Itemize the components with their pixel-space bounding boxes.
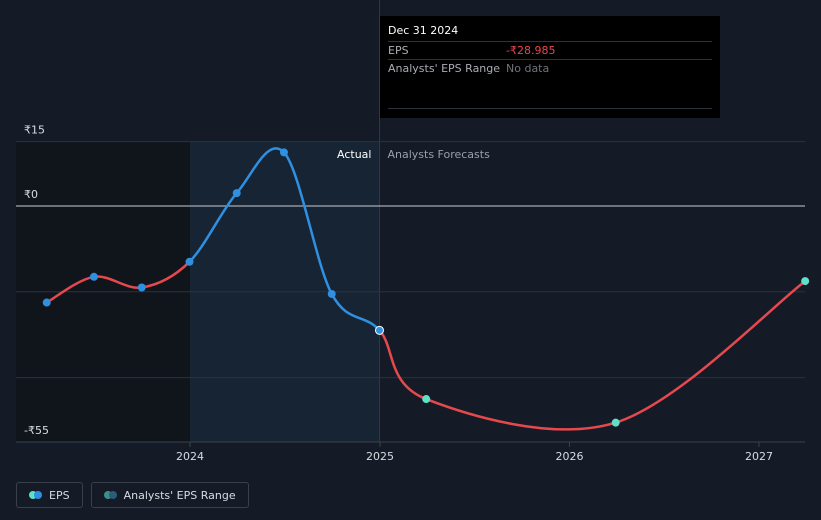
eps-point-2 [137,283,146,292]
eps-point-9 [611,418,620,427]
y-tick-label-1: ₹0 [24,188,38,201]
legend-item-range[interactable]: Analysts' EPS Range [90,482,249,508]
x-tick-label-1: 2025 [366,450,394,463]
tooltip-date: Dec 31 2024 [388,24,459,37]
tooltip-row-range: Analysts' EPS Range No data [388,59,712,77]
eps-swatch-icon [29,491,43,499]
eps-point-6 [327,289,336,298]
tooltip-eps-label: EPS [388,44,409,57]
tooltip-row-eps: EPS -₹28.985 [388,41,712,59]
legend-item-eps[interactable]: EPS [16,482,83,508]
eps-point-3 [185,257,194,266]
x-tick-label-2: 2026 [555,450,583,463]
chart-tooltip: Dec 31 2024 EPS -₹28.985 Analysts' EPS R… [380,16,720,118]
eps-point-7 [374,325,384,335]
x-tick-label-3: 2027 [745,450,773,463]
eps-point-8 [422,395,431,404]
y-tick-label-2: -₹55 [24,424,49,437]
tooltip-range-label: Analysts' EPS Range [388,62,501,75]
tooltip-divider [388,108,712,109]
range-swatch-icon [103,491,118,499]
eps-point-0 [42,298,51,307]
legend-range-label: Analysts' EPS Range [123,488,236,502]
eps-point-4 [232,189,241,198]
forecast-label: Analysts Forecasts [387,148,490,161]
x-tick-label-0: 2024 [176,450,204,463]
eps-point-1 [89,272,98,281]
tooltip-range-value: No data [506,62,550,75]
eps-point-10 [801,277,810,286]
legend-eps-label: EPS [49,488,70,502]
eps-point-5 [279,148,288,157]
actual-label: Actual [337,148,371,161]
tooltip-eps-value: -₹28.985 [506,44,556,57]
chart-legend: EPS Analysts' EPS Range [16,482,249,508]
y-tick-label-0: ₹15 [24,124,45,137]
